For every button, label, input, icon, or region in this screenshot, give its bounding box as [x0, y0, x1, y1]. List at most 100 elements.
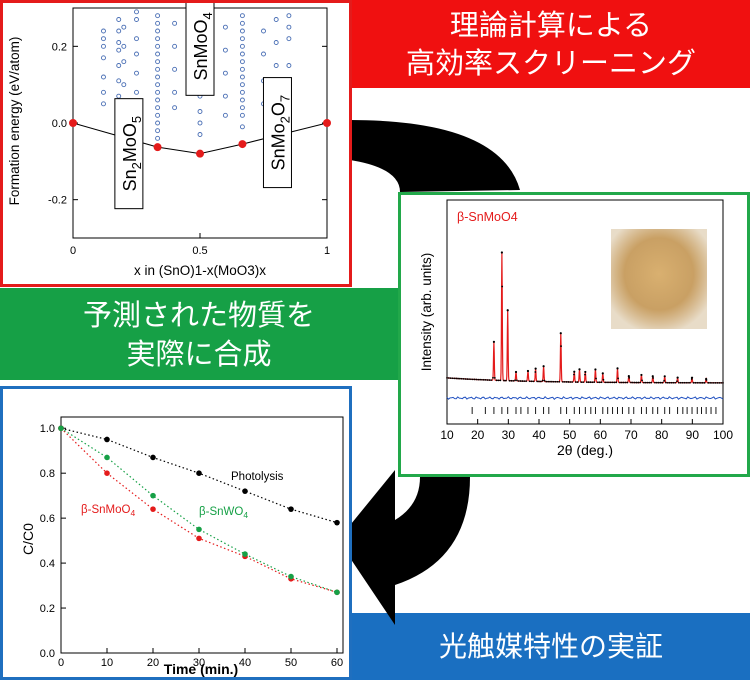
pc-x-tick-label: 20	[147, 657, 159, 669]
xrd-observed-point	[550, 380, 553, 383]
xrd-x-tick-label: 20	[471, 428, 485, 442]
xrd-observed-point	[676, 380, 678, 383]
xrd-observed-point	[477, 378, 480, 381]
fe-x-tick-label: 0.5	[192, 245, 207, 257]
xrd-observed-point	[532, 380, 535, 383]
xrd-difference-line	[446, 395, 724, 401]
xrd-observed-point	[591, 381, 594, 384]
fe-x-axis-label: x in (SnO)1-x(MoO3)x	[134, 263, 266, 278]
xrd-observed-point	[606, 381, 608, 384]
xrd-observed-point	[512, 379, 515, 382]
fe-scatter-point	[121, 43, 127, 49]
xrd-observed-point	[447, 377, 450, 379]
xrd-observed-point	[598, 381, 601, 384]
fe-scatter-point	[155, 13, 161, 19]
xrd-observed-point	[484, 379, 487, 381]
xrd-observed-point	[457, 377, 459, 380]
fe-scatter-point	[172, 43, 178, 49]
fe-scatter-point	[222, 93, 228, 99]
xrd-peak-point	[616, 367, 619, 370]
fe-label-sn2moo5: Sn2MoO5	[120, 116, 144, 192]
fe-scatter-point	[197, 132, 203, 137]
xrd-y-axis-label: Intensity (arb. units)	[419, 253, 434, 372]
xrd-observed-point	[677, 381, 680, 384]
xrd-observed-point	[611, 381, 614, 384]
fe-scatter-point	[121, 24, 127, 30]
xrd-observed-point	[516, 379, 518, 382]
xrd-observed-point	[613, 381, 616, 384]
xrd-observed-point	[635, 381, 638, 384]
xrd-observed-point	[582, 381, 585, 384]
xrd-plot-frame	[446, 199, 724, 425]
xrd-observed-point	[600, 381, 603, 384]
xrd-observed-point	[722, 381, 724, 384]
fe-scatter-point	[121, 82, 127, 88]
xrd-observed-point	[539, 380, 542, 383]
xrd-observed-point	[602, 378, 605, 381]
xrd-observed-point	[642, 381, 645, 384]
fe-hull-point	[153, 143, 162, 152]
xrd-observed-point	[604, 381, 607, 384]
fe-scatter-point	[239, 20, 245, 26]
xrd-observed-point	[681, 381, 684, 384]
photocatalysis-panel: 0.0 0.2 0.4 0.6 0.8 1.0 0 10 20 30 40 50 60 Photolysi…	[0, 386, 352, 680]
fe-scatter-point	[273, 17, 279, 22]
pc-series-label: β-SnMoO4	[81, 504, 135, 518]
pc-series-label: β-SnWO4	[199, 506, 248, 520]
fe-scatter-point	[101, 101, 106, 107]
xrd-x-tick-label: 90	[686, 428, 700, 442]
xrd-observed-point	[530, 380, 533, 383]
xrd-observed-point	[488, 379, 491, 381]
fe-scatter-point	[239, 97, 245, 103]
xrd-peak-point	[690, 376, 694, 379]
xrd-observed-point	[666, 381, 669, 384]
pc-series-point	[334, 519, 340, 526]
fe-label-snmo2o7: SnMo2O7	[268, 95, 292, 171]
fe-scatter-point	[155, 28, 161, 34]
fe-hull-point	[323, 119, 331, 127]
xrd-peak-point	[601, 372, 604, 375]
fe-scatter-point	[239, 89, 245, 95]
fe-scatter-point	[101, 36, 106, 42]
fe-scatter-point	[172, 66, 178, 72]
fe-scatter-point	[116, 93, 122, 99]
fe-label-box-snmoo4	[185, 0, 215, 96]
fe-scatter-point	[134, 9, 139, 15]
xrd-observed-point	[718, 381, 721, 384]
pc-series-point	[104, 454, 110, 461]
xrd-observed-point	[565, 381, 568, 383]
xrd-peak-point	[676, 376, 679, 379]
fe-scatter-point	[116, 63, 122, 68]
xrd-observed-point	[541, 379, 544, 382]
xrd-observed-point	[659, 381, 662, 384]
xrd-observed-point	[563, 380, 566, 383]
xrd-observed-point	[670, 381, 673, 384]
fe-scatter-point	[197, 120, 203, 126]
synthesis-banner: 予測された物質を 実際に合成	[0, 288, 398, 380]
fe-scatter-point	[155, 74, 161, 80]
pc-y-tick-label: 0.0	[40, 648, 55, 660]
formation-energy-chart: -0.2 0.0 0.2 0 0.5 1 Sn2MoO5 SnMoO4 SnMo2O7 Form…	[7, 0, 331, 278]
fe-y-tick-label: 0.0	[52, 118, 67, 130]
fe-scatter-point	[116, 28, 122, 34]
fe-scatter-point	[273, 40, 279, 45]
xrd-observed-point	[703, 381, 706, 384]
xrd-observed-point	[466, 378, 469, 380]
xrd-observed-point	[449, 377, 452, 380]
xrd-observed-point	[503, 379, 505, 382]
pc-series-point	[58, 425, 64, 432]
xrd-observed-point	[665, 381, 667, 384]
fe-scatter-point	[286, 63, 292, 68]
xrd-peak-point	[627, 375, 630, 378]
fe-scatter-point	[155, 135, 161, 141]
fe-scatter-point	[273, 63, 279, 68]
pc-series-point	[334, 589, 340, 596]
xrd-observed-point	[560, 345, 562, 348]
xrd-observed-point	[481, 378, 483, 381]
xrd-observed-point	[668, 381, 671, 384]
xrd-observed-point	[711, 381, 713, 384]
xrd-observed-point	[619, 381, 621, 384]
xrd-observed-point	[687, 381, 689, 384]
xrd-observed-point	[514, 379, 516, 382]
